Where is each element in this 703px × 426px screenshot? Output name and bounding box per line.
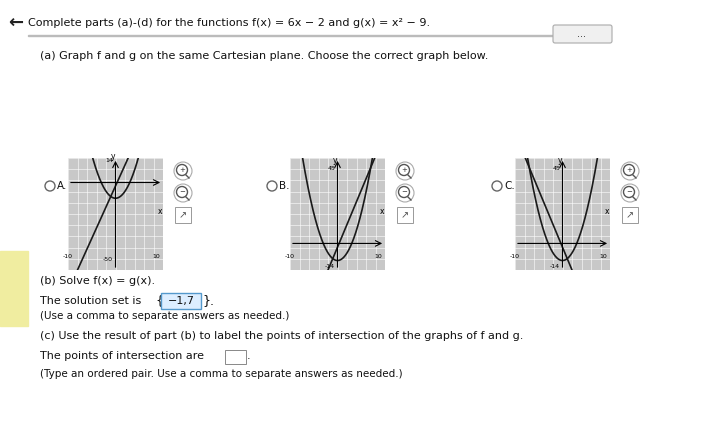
Bar <box>0 251 28 326</box>
FancyBboxPatch shape <box>622 207 638 223</box>
Text: +: + <box>401 167 407 173</box>
Text: +: + <box>179 167 185 173</box>
Text: The solution set is: The solution set is <box>40 296 145 306</box>
FancyBboxPatch shape <box>161 293 201 309</box>
Text: ↗: ↗ <box>401 210 409 220</box>
Text: 10: 10 <box>374 254 382 259</box>
Circle shape <box>396 184 414 202</box>
Text: {: { <box>155 294 163 308</box>
Text: (c) Use the result of part (b) to label the points of intersection of the graphs: (c) Use the result of part (b) to label … <box>40 331 523 341</box>
Text: ...: ... <box>577 29 586 39</box>
Text: .: . <box>247 351 251 361</box>
Circle shape <box>396 162 414 180</box>
Text: 10: 10 <box>599 254 607 259</box>
Text: y: y <box>111 153 115 161</box>
Text: x: x <box>157 207 162 216</box>
Text: (Type an ordered pair. Use a comma to separate answers as needed.): (Type an ordered pair. Use a comma to se… <box>40 369 403 379</box>
Text: -10: -10 <box>510 254 520 259</box>
Text: 45: 45 <box>553 166 560 171</box>
Text: (b) Solve f(x) = g(x).: (b) Solve f(x) = g(x). <box>40 276 155 286</box>
Text: −: − <box>626 189 632 195</box>
Text: −: − <box>401 189 407 195</box>
FancyBboxPatch shape <box>553 25 612 43</box>
Text: ←: ← <box>8 14 23 32</box>
Text: (Use a comma to separate answers as needed.): (Use a comma to separate answers as need… <box>40 311 290 321</box>
Text: −1,7: −1,7 <box>167 296 195 306</box>
Text: Complete parts (a)-(d) for the functions f(x) = 6x − 2 and g(x) = x² − 9.: Complete parts (a)-(d) for the functions… <box>28 18 430 28</box>
Text: (a) Graph f and g on the same Cartesian plane. Choose the correct graph below.: (a) Graph f and g on the same Cartesian … <box>40 51 489 61</box>
Circle shape <box>174 162 192 180</box>
Circle shape <box>174 184 192 202</box>
FancyBboxPatch shape <box>175 207 191 223</box>
Circle shape <box>621 162 639 180</box>
FancyBboxPatch shape <box>397 207 413 223</box>
Text: x: x <box>380 207 384 216</box>
Text: }.: }. <box>202 294 214 308</box>
Text: -10: -10 <box>285 254 295 259</box>
Text: C.: C. <box>504 181 515 191</box>
Text: B.: B. <box>279 181 290 191</box>
Text: +: + <box>626 167 632 173</box>
Text: 14: 14 <box>105 158 113 164</box>
Text: -10: -10 <box>63 254 73 259</box>
Text: x: x <box>605 207 609 216</box>
Bar <box>28 35 608 36</box>
Text: The points of intersection are: The points of intersection are <box>40 351 207 361</box>
Text: ↗: ↗ <box>626 210 634 220</box>
Text: -50: -50 <box>103 257 113 262</box>
Text: −: − <box>179 189 185 195</box>
Circle shape <box>621 184 639 202</box>
Text: 10: 10 <box>152 254 160 259</box>
Text: ↗: ↗ <box>179 210 187 220</box>
Text: -14: -14 <box>550 264 560 269</box>
Text: -14: -14 <box>325 264 335 269</box>
Text: A.: A. <box>57 181 67 191</box>
Text: y: y <box>333 156 337 165</box>
Text: y: y <box>558 156 562 165</box>
Text: 45: 45 <box>328 166 335 171</box>
FancyBboxPatch shape <box>224 349 245 363</box>
